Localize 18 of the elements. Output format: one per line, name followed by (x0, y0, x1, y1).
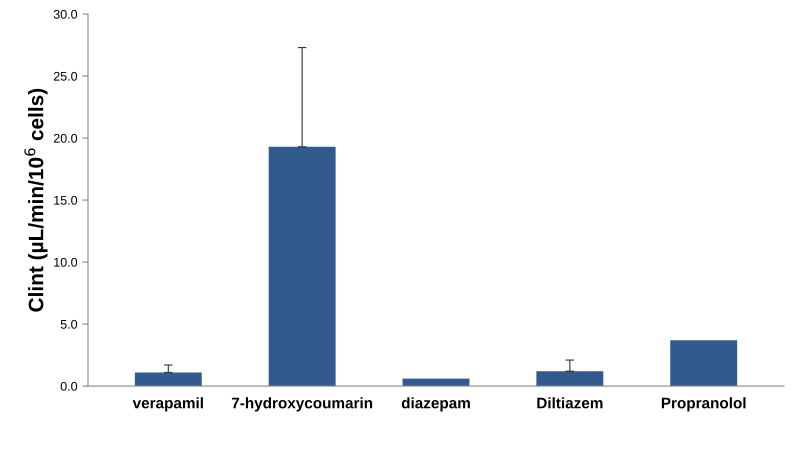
y-tick-label: 20.0 (54, 134, 78, 143)
bar (670, 340, 738, 386)
y-tick-label: 5.0 (60, 320, 78, 329)
x-tick-label: verapamil (132, 397, 203, 412)
bar (134, 372, 202, 386)
bar (402, 378, 470, 386)
bar (268, 146, 336, 386)
y-tick-label: 30.0 (54, 10, 78, 19)
x-tick-label: Propranolol (662, 397, 746, 412)
y-tick-label: 15.0 (54, 196, 78, 205)
y-tick-label: 0.0 (60, 382, 78, 391)
y-tick-label: 25.0 (54, 72, 78, 81)
x-tick-label: diazepam (402, 397, 470, 412)
y-axis-title: Clint (µL/min/10$^{6}$ cells) (24, 88, 48, 312)
x-tick-label: 7-hydroxycoumarin (232, 397, 372, 412)
x-tick-label: Diltiazem (537, 397, 602, 408)
bar (536, 371, 604, 386)
y-tick-label: 10.0 (54, 258, 78, 267)
